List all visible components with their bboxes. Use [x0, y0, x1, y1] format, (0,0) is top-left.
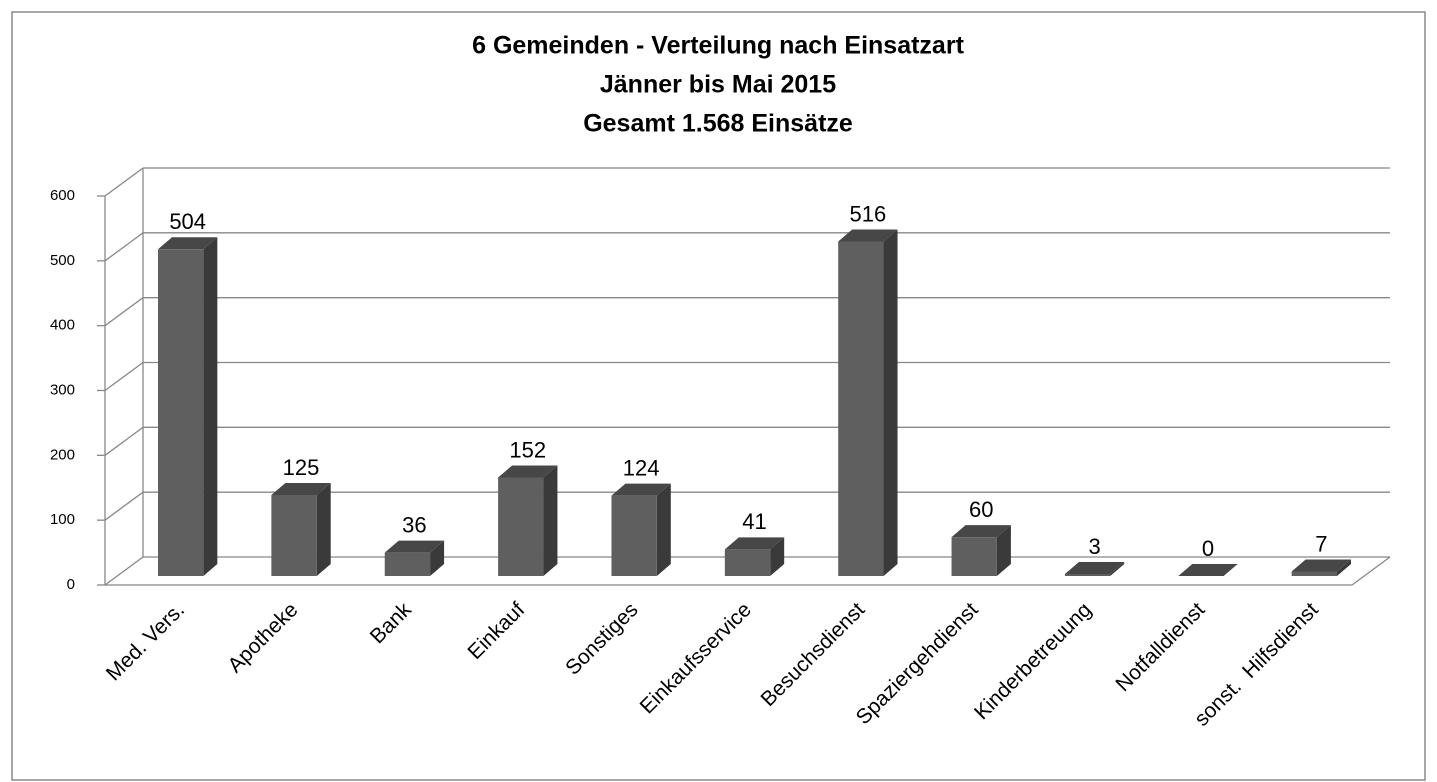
value-label: 152	[509, 437, 546, 462]
chart-title: Gesamt 1.568 Einsätze	[583, 110, 853, 138]
y-tick-label: 0	[67, 576, 75, 593]
bar-side	[203, 237, 218, 577]
value-label: 125	[283, 455, 320, 480]
bar-front	[1291, 571, 1337, 576]
bar	[951, 525, 1011, 576]
grid-diagonal	[104, 361, 144, 392]
grid-diagonal	[104, 297, 144, 327]
value-label: 504	[169, 209, 206, 234]
bar-top	[1064, 562, 1125, 575]
chart-title: 6 Gemeinden - Verteilung nach Einsatzart	[472, 32, 964, 60]
bar-top	[384, 540, 445, 553]
bar-top	[838, 229, 898, 242]
bar-top	[1291, 559, 1351, 572]
bar-side	[883, 229, 898, 576]
bar-top	[611, 483, 671, 496]
chart-title: Jänner bis Mai 2015	[600, 71, 836, 99]
value-label: 60	[969, 497, 993, 522]
bar-front	[158, 249, 204, 577]
bar-top	[498, 465, 558, 478]
bar-front	[1064, 574, 1111, 576]
value-label: 3	[1088, 534, 1100, 559]
bar-top	[1178, 564, 1238, 576]
bar-side	[770, 537, 785, 576]
bar-top	[951, 525, 1011, 538]
floor	[105, 556, 1391, 586]
bar-front	[724, 549, 771, 576]
grid-diagonal	[104, 232, 144, 262]
bar-front	[951, 537, 997, 576]
bar-side	[1110, 562, 1125, 576]
value-label: 516	[850, 201, 887, 226]
bar	[1291, 559, 1351, 576]
bar	[611, 483, 671, 576]
grid-diagonal	[104, 556, 144, 586]
value-label: 124	[623, 455, 660, 480]
bar	[1178, 564, 1238, 576]
bar-front	[838, 241, 884, 576]
bar	[384, 540, 445, 576]
bar	[271, 482, 331, 576]
y-tick-label: 500	[50, 252, 75, 269]
bar-front	[611, 495, 657, 576]
bar	[498, 465, 558, 576]
y-tick-label: 400	[50, 317, 75, 334]
bar	[724, 537, 785, 576]
bar-front	[271, 494, 317, 576]
bar-side	[316, 482, 331, 576]
bar-top	[158, 237, 218, 250]
grid-diagonal	[104, 491, 144, 521]
grid-diagonal	[104, 167, 144, 197]
value-label: 0	[1202, 536, 1214, 561]
chart-border	[11, 11, 1426, 781]
bar-side	[543, 465, 558, 576]
bar-side	[996, 525, 1011, 576]
y-tick-label: 100	[50, 511, 75, 528]
bar-side	[430, 540, 445, 576]
bar-front	[384, 552, 431, 576]
value-label: 41	[742, 509, 766, 534]
bar	[158, 237, 218, 577]
value-label: 7	[1315, 531, 1327, 556]
bar-side	[656, 483, 671, 576]
bar-front	[498, 477, 544, 576]
bar	[838, 229, 898, 576]
bar-top	[724, 537, 785, 550]
value-label: 36	[402, 512, 426, 537]
grid-diagonal	[104, 426, 144, 456]
y-tick-label: 600	[50, 187, 75, 204]
y-tick-label: 200	[50, 446, 75, 463]
bar-top	[271, 482, 331, 495]
bar-side	[1336, 559, 1351, 576]
y-tick-label: 300	[50, 381, 75, 398]
bar	[1064, 562, 1125, 576]
